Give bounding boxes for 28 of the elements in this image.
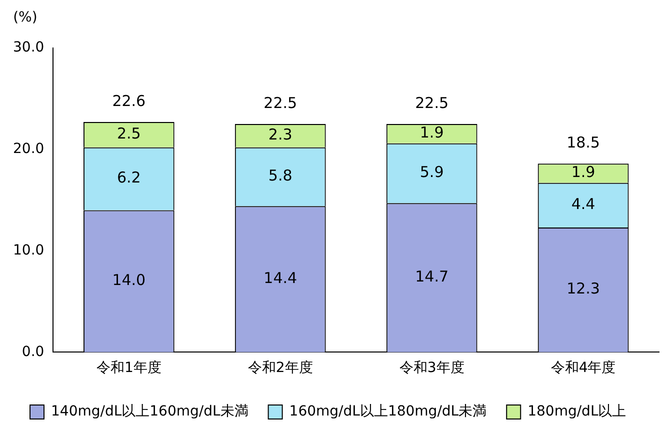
total-label: 22.5 bbox=[264, 94, 298, 112]
data-label: 2.3 bbox=[268, 126, 292, 144]
data-label: 12.3 bbox=[566, 280, 600, 298]
data-label: 5.9 bbox=[420, 163, 444, 182]
data-label: 6.2 bbox=[116, 168, 141, 187]
x-tick-label: 令和4年度 bbox=[550, 360, 616, 376]
data-label: 2.5 bbox=[116, 124, 141, 143]
y-tick-label: 10.0 bbox=[13, 242, 44, 258]
data-label: 1.9 bbox=[571, 163, 596, 182]
data-label: 14.0 bbox=[112, 271, 146, 290]
data-label: 5.8 bbox=[268, 166, 292, 185]
total-label: 22.5 bbox=[415, 94, 449, 112]
x-tick-label: 令和2年度 bbox=[248, 360, 313, 376]
legend-label: 140mg/dL以上160mg/dL未満 bbox=[51, 404, 248, 420]
data-label: 4.4 bbox=[571, 195, 596, 214]
x-tick-label: 令和3年度 bbox=[399, 360, 464, 376]
data-label: 14.7 bbox=[415, 268, 449, 286]
x-tick-label: 令和1年度 bbox=[96, 360, 162, 376]
total-label: 18.5 bbox=[566, 133, 600, 152]
total-label: 22.6 bbox=[112, 92, 146, 110]
legend-label: 180mg/dL以上 bbox=[528, 404, 626, 420]
y-tick-label: 20.0 bbox=[13, 141, 44, 158]
y-tick-label: 0.0 bbox=[22, 344, 44, 360]
data-label: 14.4 bbox=[264, 269, 298, 288]
legend-label: 160mg/dL以上180mg/dL未満 bbox=[289, 404, 487, 420]
y-axis-title: (%) bbox=[13, 10, 38, 26]
y-tick-label: 30.0 bbox=[13, 40, 44, 56]
data-label: 1.9 bbox=[420, 124, 444, 142]
